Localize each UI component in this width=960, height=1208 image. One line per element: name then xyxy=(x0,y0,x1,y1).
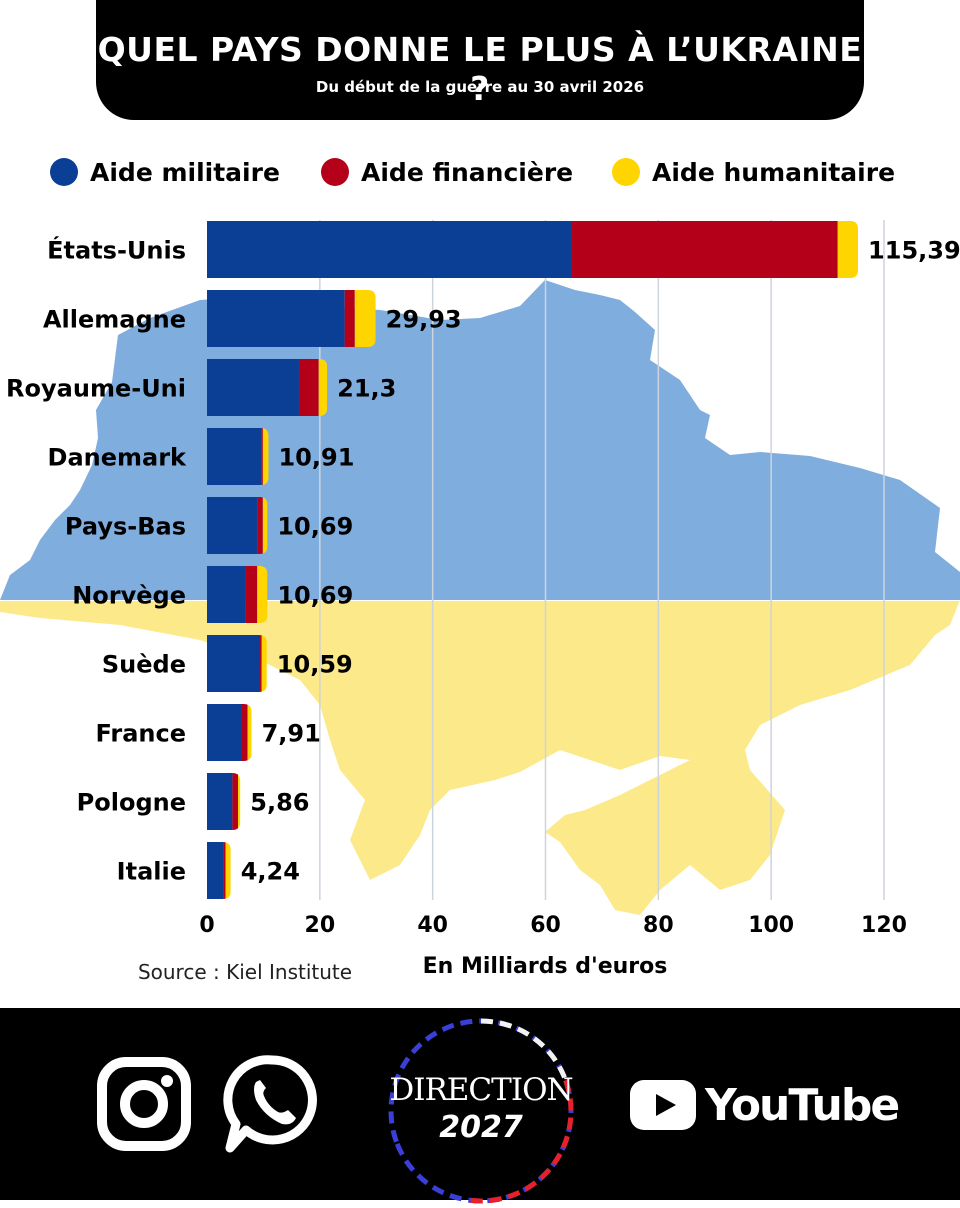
bar-segment xyxy=(207,842,224,899)
bar-segment xyxy=(232,773,239,830)
bar-segment xyxy=(207,290,345,347)
category-label: Norvège xyxy=(72,582,186,610)
bar-group xyxy=(207,704,252,761)
value-label: 10,91 xyxy=(278,444,354,472)
bar-group xyxy=(207,221,859,278)
logo-line1: DIRECTION xyxy=(389,1072,573,1108)
bar-segment xyxy=(207,359,299,416)
youtube-wordmark[interactable]: YouTube xyxy=(705,1080,900,1131)
logo-ring xyxy=(388,1018,574,1204)
x-tick-label: 120 xyxy=(861,913,907,938)
value-label: 10,69 xyxy=(277,513,353,541)
x-tick-label: 40 xyxy=(417,913,448,938)
legend-swatch-1 xyxy=(321,158,349,186)
value-label: 5,86 xyxy=(250,789,309,817)
instagram-icon[interactable] xyxy=(96,1056,192,1152)
bar-group xyxy=(207,842,231,899)
value-label: 29,93 xyxy=(386,306,462,334)
bar-segment xyxy=(238,773,241,830)
source-label: Source : Kiel Institute xyxy=(138,960,352,984)
value-label: 21,3 xyxy=(337,375,396,403)
legend-label-1: Aide financière xyxy=(361,158,573,187)
bar-segment xyxy=(837,221,859,278)
bar-segment xyxy=(241,704,248,761)
bar-segment xyxy=(257,566,268,623)
youtube-icon[interactable] xyxy=(630,1080,696,1130)
bar-segment xyxy=(207,773,233,830)
bar-segment xyxy=(572,221,838,278)
legend-label-2: Aide humanitaire xyxy=(652,158,895,187)
bar-segment xyxy=(262,428,269,485)
category-label: Danemark xyxy=(48,444,188,472)
bar-group xyxy=(207,497,268,554)
logo-line2: 2027 xyxy=(439,1110,523,1145)
bar-group xyxy=(207,428,269,485)
category-label: États-Unis xyxy=(47,236,186,265)
chart: Aide militaire Aide financière Aide humani… xyxy=(0,158,960,984)
bar-segment xyxy=(261,635,267,692)
bar-segment xyxy=(245,566,258,623)
category-label: Italie xyxy=(117,858,186,886)
bar-segment xyxy=(225,842,231,899)
bar-segment xyxy=(223,842,226,899)
value-label: 10,59 xyxy=(277,651,353,679)
x-axis-title: En Milliards d'euros xyxy=(423,954,668,979)
bar-group xyxy=(207,773,241,830)
bar-segment xyxy=(261,428,263,485)
bar-segment xyxy=(207,428,262,485)
value-label: 4,24 xyxy=(241,858,300,886)
page-subtitle: Du début de la guerre au 30 avril 2026 xyxy=(315,78,645,96)
whatsapp-icon[interactable] xyxy=(222,1052,322,1156)
bar-segment xyxy=(298,359,319,416)
category-label: France xyxy=(96,720,186,748)
page-title: QUEL PAYS DONNE LE PLUS À L’UKRAINE ? xyxy=(97,30,863,108)
x-tick-label: 20 xyxy=(305,913,336,938)
category-labels: États-Unis Allemagne Royaume-Uni Danemark Pa… xyxy=(6,236,187,886)
legend: Aide militaire Aide financière Aide humani… xyxy=(50,158,895,187)
header-banner: QUEL PAYS DONNE LE PLUS À L’UKRAINE ? Du… xyxy=(96,0,864,120)
bar-segment xyxy=(262,497,268,554)
direction-2027-logo: DIRECTION 2027 xyxy=(384,1014,578,1208)
legend-swatch-0 xyxy=(50,158,78,186)
bar-segment xyxy=(354,290,376,347)
bar-group xyxy=(207,359,328,416)
category-label: Suède xyxy=(102,651,186,679)
bar-segment xyxy=(207,566,246,623)
category-label: Allemagne xyxy=(43,306,186,334)
bar-segment xyxy=(207,221,573,278)
x-tick-label: 100 xyxy=(748,913,794,938)
bars xyxy=(207,221,859,899)
footer-bar: DIRECTION 2027 YouTube xyxy=(0,1008,960,1204)
bar-segment xyxy=(260,635,262,692)
bar-segment xyxy=(207,635,261,692)
x-axis-ticks: 0 20 40 60 80 100 120 xyxy=(199,913,907,938)
value-label: 10,69 xyxy=(277,582,353,610)
legend-label-0: Aide militaire xyxy=(90,158,280,187)
category-label: Royaume-Uni xyxy=(6,375,186,403)
bar-segment xyxy=(257,497,263,554)
category-label: Pays-Bas xyxy=(65,513,186,541)
map-bottom-half xyxy=(0,601,960,915)
value-labels: 115,39 29,93 21,3 10,91 10,69 10,69 10,59 7,91 5… xyxy=(241,237,960,886)
bar-segment xyxy=(318,359,328,416)
value-label: 7,91 xyxy=(262,720,321,748)
bar-segment xyxy=(207,497,258,554)
bar-segment xyxy=(207,704,242,761)
legend-swatch-2 xyxy=(612,158,640,186)
bar-group xyxy=(207,635,267,692)
bar-group xyxy=(207,290,376,347)
value-label: 115,39 xyxy=(868,237,960,265)
category-label: Pologne xyxy=(77,789,186,817)
bar-segment xyxy=(247,704,252,761)
x-tick-label: 80 xyxy=(643,913,674,938)
x-tick-label: 0 xyxy=(199,913,214,938)
x-tick-label: 60 xyxy=(530,913,561,938)
bar-segment xyxy=(344,290,355,347)
bar-group xyxy=(207,566,268,623)
